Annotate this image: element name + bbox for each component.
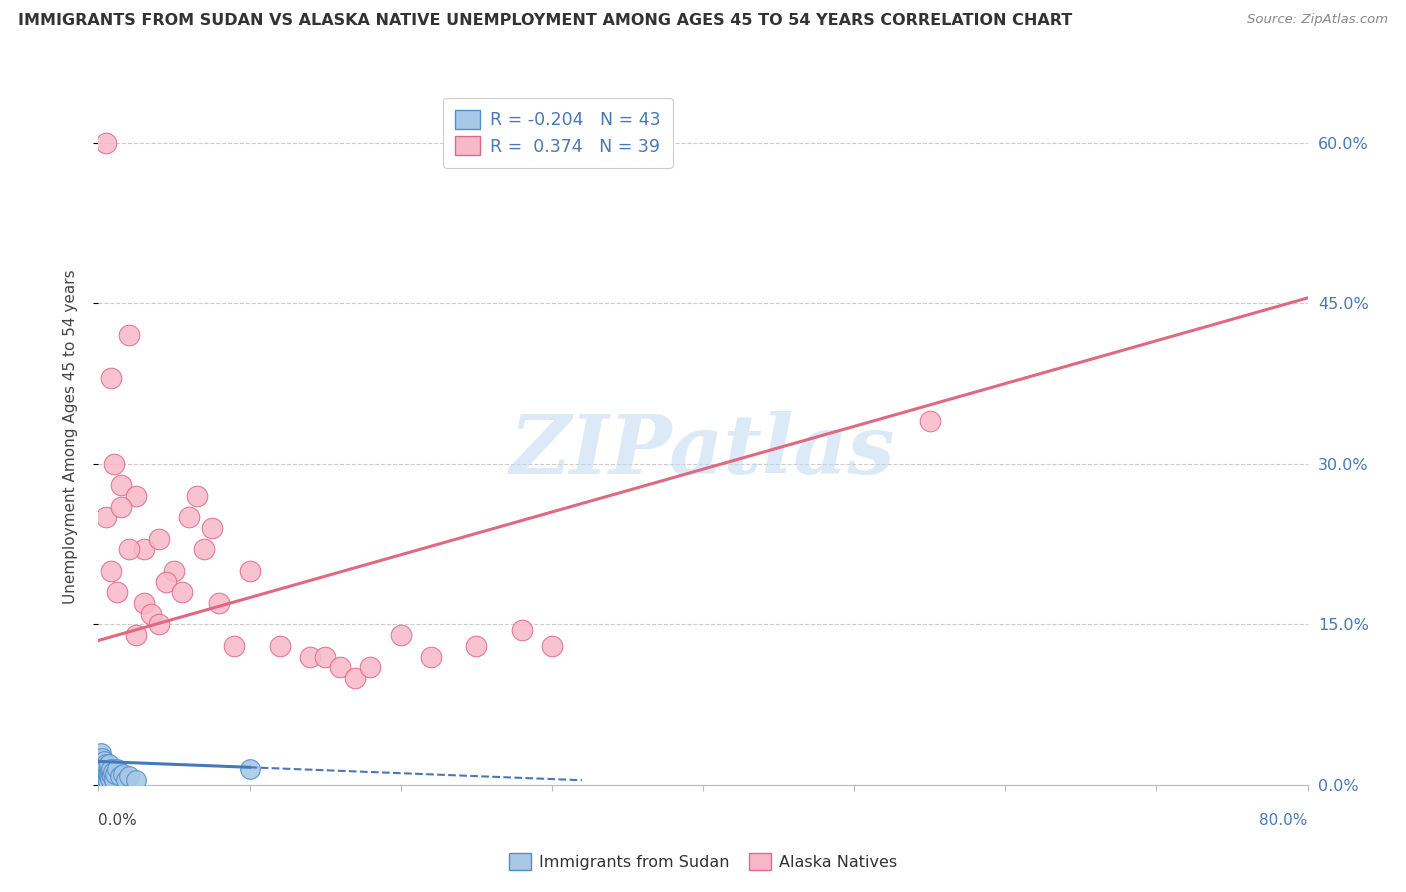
Point xyxy=(98,772,121,786)
Point xyxy=(344,671,367,685)
Point xyxy=(105,762,128,776)
Point xyxy=(100,564,122,578)
Point xyxy=(110,478,132,492)
Point xyxy=(108,769,131,783)
Point xyxy=(94,767,117,781)
Point xyxy=(224,639,246,653)
Point xyxy=(98,769,121,783)
Point xyxy=(918,414,941,428)
Point xyxy=(314,649,336,664)
Point xyxy=(163,564,186,578)
Point xyxy=(91,765,114,780)
Point xyxy=(269,639,291,653)
Point xyxy=(93,755,115,769)
Point xyxy=(96,758,118,772)
Text: Source: ZipAtlas.com: Source: ZipAtlas.com xyxy=(1247,13,1388,27)
Point xyxy=(329,660,352,674)
Point xyxy=(94,773,117,788)
Point xyxy=(510,623,533,637)
Point xyxy=(94,136,117,150)
Point xyxy=(98,765,121,780)
Text: IMMIGRANTS FROM SUDAN VS ALASKA NATIVE UNEMPLOYMENT AMONG AGES 45 TO 54 YEARS CO: IMMIGRANTS FROM SUDAN VS ALASKA NATIVE U… xyxy=(18,13,1073,29)
Point xyxy=(98,756,121,771)
Point xyxy=(118,328,141,343)
Text: 80.0%: 80.0% xyxy=(1260,814,1308,828)
Point xyxy=(118,542,141,557)
Point xyxy=(148,617,170,632)
Point xyxy=(94,756,117,771)
Point xyxy=(89,769,111,783)
Point xyxy=(91,772,114,786)
Point xyxy=(89,772,111,787)
Point xyxy=(93,762,115,776)
Point xyxy=(100,767,122,781)
Point xyxy=(110,500,132,514)
Point xyxy=(208,596,231,610)
Text: ZIPatlas: ZIPatlas xyxy=(510,411,896,491)
Point xyxy=(104,767,127,781)
Point xyxy=(91,751,114,765)
Point xyxy=(100,371,122,385)
Point xyxy=(91,767,114,781)
Point xyxy=(89,765,111,780)
Point xyxy=(94,510,117,524)
Point xyxy=(97,774,120,789)
Point xyxy=(239,564,262,578)
Point xyxy=(93,769,115,783)
Point xyxy=(90,746,112,760)
Point xyxy=(193,542,215,557)
Point xyxy=(170,585,193,599)
Point xyxy=(101,769,124,783)
Point xyxy=(125,772,148,787)
Point xyxy=(179,510,201,524)
Point xyxy=(97,762,120,776)
Point xyxy=(389,628,412,642)
Legend: Immigrants from Sudan, Alaska Natives: Immigrants from Sudan, Alaska Natives xyxy=(502,847,904,877)
Legend: R = -0.204   N = 43, R =  0.374   N = 39: R = -0.204 N = 43, R = 0.374 N = 39 xyxy=(443,98,672,168)
Point xyxy=(465,639,488,653)
Y-axis label: Unemployment Among Ages 45 to 54 years: Unemployment Among Ages 45 to 54 years xyxy=(63,269,77,605)
Point xyxy=(103,457,125,471)
Point xyxy=(105,585,128,599)
Point xyxy=(201,521,224,535)
Point xyxy=(103,772,125,787)
Point xyxy=(90,774,112,789)
Point xyxy=(94,762,117,776)
Point xyxy=(125,489,148,503)
Point xyxy=(541,639,564,653)
Point xyxy=(299,649,322,664)
Point xyxy=(101,765,124,780)
Point xyxy=(141,607,163,621)
Point xyxy=(186,489,208,503)
Point xyxy=(96,771,118,785)
Point xyxy=(90,762,112,776)
Point xyxy=(96,772,118,787)
Point xyxy=(239,762,262,776)
Point xyxy=(118,769,141,783)
Point xyxy=(96,765,118,780)
Point xyxy=(360,660,382,674)
Point xyxy=(155,574,177,589)
Point xyxy=(100,762,122,776)
Point xyxy=(114,772,136,787)
Text: 0.0%: 0.0% xyxy=(98,814,138,828)
Point xyxy=(111,767,134,781)
Point xyxy=(420,649,443,664)
Point xyxy=(90,758,112,772)
Point xyxy=(89,756,111,771)
Point xyxy=(97,767,120,781)
Point xyxy=(125,628,148,642)
Point xyxy=(132,596,155,610)
Point xyxy=(148,532,170,546)
Point xyxy=(132,542,155,557)
